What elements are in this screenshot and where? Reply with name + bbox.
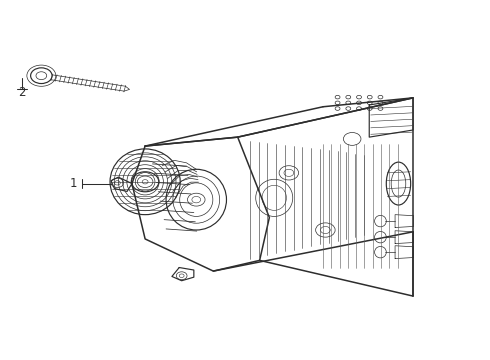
Text: 2: 2: [18, 86, 25, 99]
Text: 1: 1: [70, 177, 77, 190]
